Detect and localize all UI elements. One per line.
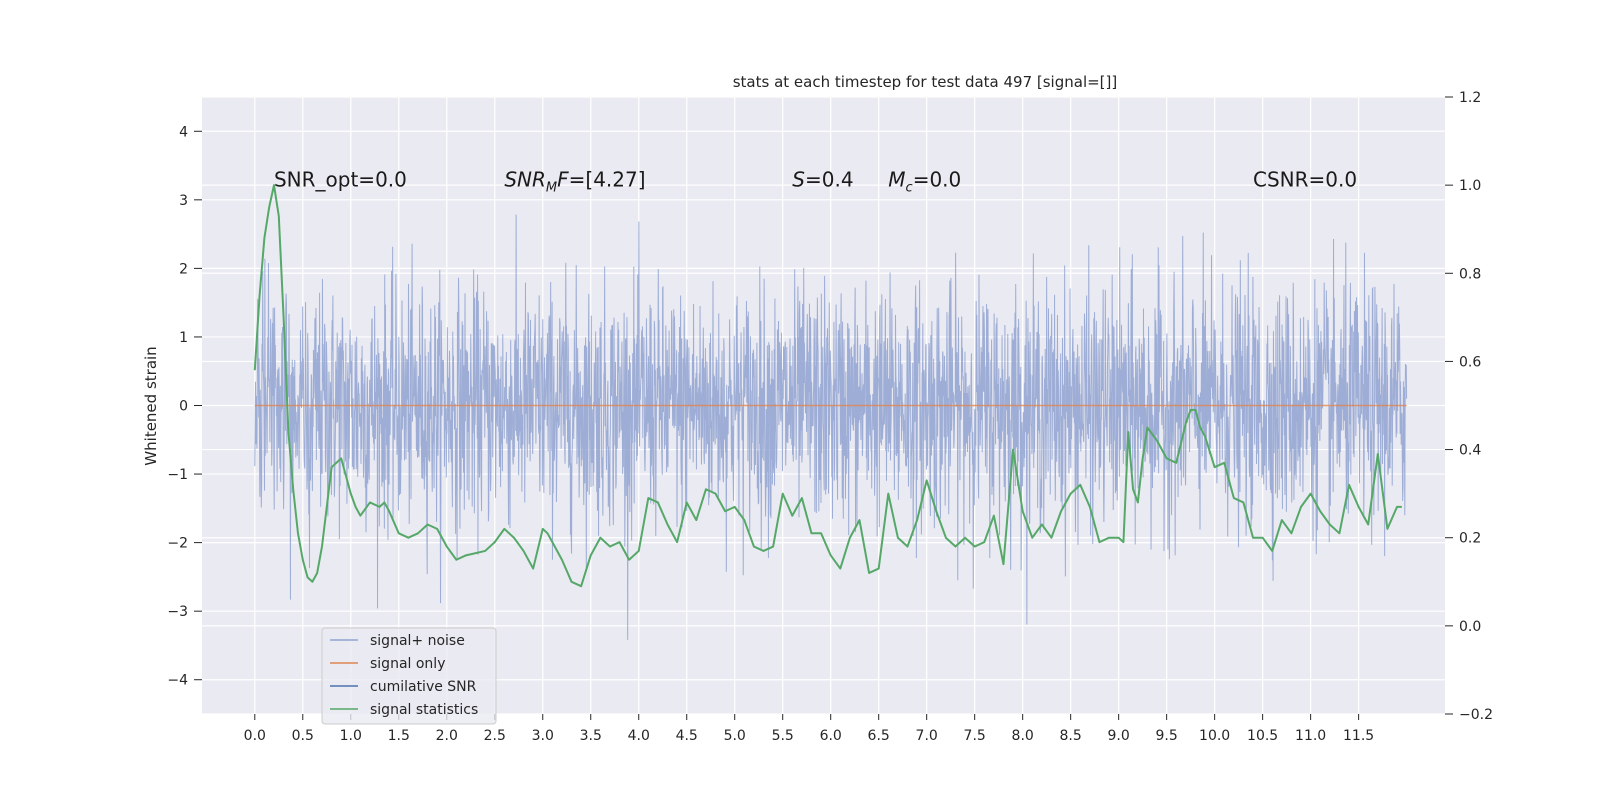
legend: signal+ noise signal only cumilative SNR… (321, 627, 497, 725)
x-tick-label: 5.0 (724, 728, 746, 744)
x-tick-label: 9.0 (1108, 728, 1130, 744)
series-line-signal-statistics (253, 184, 1402, 588)
x-tick-label: 11.0 (1295, 728, 1326, 744)
x-tick-label: 2.0 (436, 728, 458, 744)
y2-tick-label: −0.2 (1459, 707, 1493, 723)
y-tick-label: 1 (179, 330, 188, 346)
legend-label-signal-statistics: signal statistics (370, 702, 478, 718)
annotation-csnr: CSNR=0.0 (1253, 167, 1357, 191)
x-tick-label: 0.5 (292, 728, 314, 744)
annotation-mc: Mc=0.0 (888, 167, 961, 195)
y2-tick-label: 0.8 (1459, 266, 1481, 282)
x-tick-label: 11.5 (1343, 728, 1374, 744)
x-tick-label: 5.5 (772, 728, 794, 744)
x-tick-label: 4.0 (628, 728, 650, 744)
x-tick-label: 9.5 (1156, 728, 1178, 744)
annotation-s: S=0.4 (792, 167, 853, 191)
annotation-snr-opt: SNR_opt=0.0 (274, 167, 407, 191)
signal-statistics-series (253, 184, 1402, 588)
annotation-snr-mf: SNRMF=[4.27] (504, 167, 645, 195)
x-tick-label: 8.0 (1012, 728, 1034, 744)
y-tick-label: −3 (167, 604, 188, 620)
y2-tick-label: 0.6 (1459, 354, 1481, 370)
legend-label-cumulative-snr: cumilative SNR (370, 679, 477, 695)
x-tick-label: 3.5 (580, 728, 602, 744)
y-tick-label: 4 (179, 124, 188, 140)
annotations: SNR_opt=0.0 SNRMF=[4.27] S=0.4 Mc=0.0 CS… (274, 167, 1357, 195)
y-axis-right: −0.2 0.0 0.2 0.4 0.6 0.8 1.0 1.2 (1445, 90, 1493, 723)
x-tick-label: 7.0 (916, 728, 938, 744)
series-line-signal-noise (254, 214, 1408, 640)
y-tick-label: 2 (179, 261, 188, 277)
x-axis: 0.0 0.5 1.0 1.5 2.0 2.5 3.0 3.5 4.0 4.5 5.0 5.5 6.0 6… (244, 714, 1374, 744)
y-axis-title: Whitened strain (142, 346, 160, 465)
y2-tick-label: 0.0 (1459, 619, 1481, 635)
x-tick-label: 1.5 (388, 728, 410, 744)
x-tick-label: 10.5 (1247, 728, 1278, 744)
legend-label-noise: signal+ noise (370, 633, 465, 649)
x-tick-label: 6.5 (868, 728, 890, 744)
y2-tick-label: 0.4 (1459, 443, 1481, 459)
x-tick-label: 7.5 (964, 728, 986, 744)
x-tick-label: 2.5 (484, 728, 506, 744)
y-tick-label: −1 (167, 467, 188, 483)
legend-label-signal-only: signal only (370, 656, 445, 672)
y2-tick-label: 1.0 (1459, 178, 1481, 194)
signal-noise-series (254, 214, 1408, 640)
y2-tick-label: 1.2 (1459, 90, 1481, 106)
x-tick-label: 6.0 (820, 728, 842, 744)
chart-title: stats at each timestep for test data 497… (733, 73, 1118, 91)
y-tick-label: 3 (179, 193, 188, 209)
x-tick-label: 3.0 (532, 728, 554, 744)
y2-tick-label: 0.2 (1459, 531, 1481, 547)
y-tick-label: −4 (167, 673, 188, 689)
x-tick-label: 0.0 (244, 728, 266, 744)
x-tick-label: 4.5 (676, 728, 698, 744)
legend-box (321, 627, 497, 725)
x-tick-label: 10.0 (1199, 728, 1230, 744)
x-tick-label: 8.5 (1060, 728, 1082, 744)
y-tick-label: −2 (167, 536, 188, 552)
x-tick-label: 1.0 (340, 728, 362, 744)
y-tick-label: 0 (179, 399, 188, 415)
y-axis-left: −4 −3 −2 −1 0 1 2 3 4 (167, 124, 202, 689)
